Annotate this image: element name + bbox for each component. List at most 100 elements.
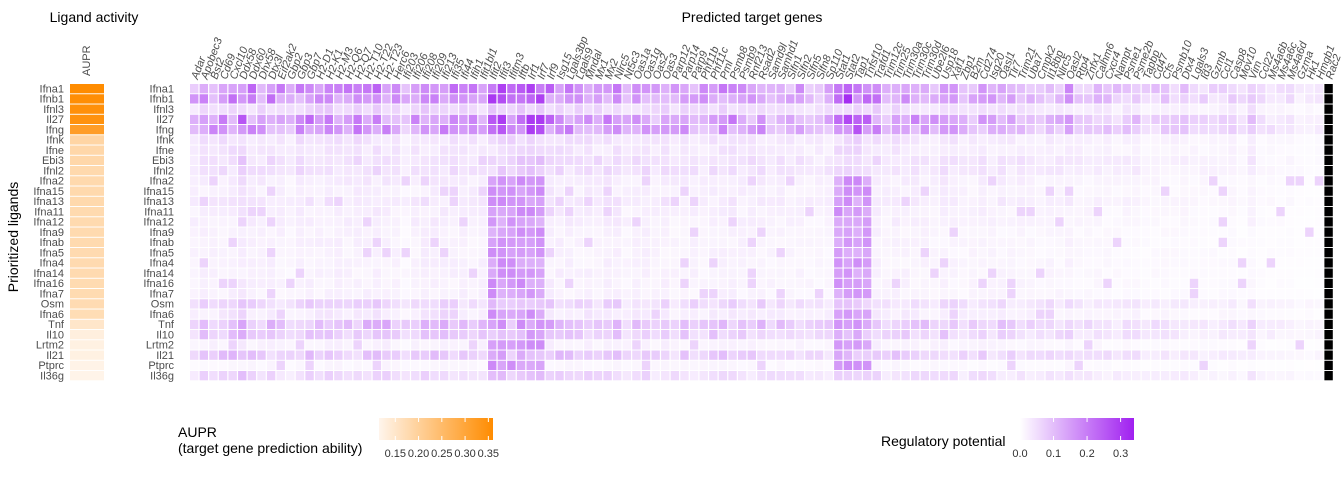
target-cell — [757, 309, 766, 319]
target-cell — [968, 145, 978, 155]
target-cell — [516, 217, 526, 227]
target-cell — [997, 114, 1006, 125]
target-cell — [1257, 278, 1266, 289]
target-cell — [247, 360, 257, 371]
target-cell — [1170, 84, 1179, 94]
target-cell — [1122, 371, 1131, 381]
target-cell — [363, 207, 372, 217]
target-cell — [1035, 371, 1045, 381]
target-cell — [834, 196, 843, 207]
target-cell — [1257, 371, 1266, 381]
target-cell — [497, 114, 507, 125]
target-cell — [593, 135, 603, 145]
target-cell — [1055, 94, 1064, 104]
target-cell — [651, 135, 660, 145]
target-cell — [1026, 217, 1035, 227]
target-cell — [872, 258, 881, 268]
target-cell — [814, 268, 824, 278]
target-cell — [1093, 145, 1103, 155]
target-cell — [747, 309, 756, 319]
target-cell — [757, 299, 766, 309]
target-cell — [930, 176, 939, 186]
aupr-ligand-label: Ifng — [46, 124, 64, 136]
target-cell — [776, 360, 785, 371]
target-cell — [593, 104, 603, 114]
target-cell — [1276, 207, 1285, 217]
target-cell — [516, 319, 526, 330]
target-cell — [516, 104, 526, 114]
target-cell — [1007, 319, 1016, 330]
target-cell — [449, 135, 458, 145]
target-cell — [391, 217, 401, 227]
target-cell — [574, 155, 583, 166]
target-cell — [795, 84, 805, 94]
regulatory-legend-ticks: 0.0 0.1 0.2 0.3 — [1012, 418, 1128, 460]
target-cell — [430, 330, 439, 340]
target-cell — [622, 299, 632, 309]
target-cell — [862, 125, 872, 135]
target-cell — [593, 278, 603, 289]
target-cell — [218, 155, 228, 166]
target-cell — [314, 237, 324, 248]
target-cell — [843, 125, 853, 135]
target-cell — [1122, 186, 1131, 196]
target-cell — [430, 237, 439, 248]
target-cell — [920, 371, 930, 381]
aupr-cell — [70, 145, 104, 155]
target-cell — [949, 84, 958, 94]
target-cell — [430, 145, 439, 155]
target-cell — [1016, 268, 1026, 278]
target-cell — [843, 196, 853, 207]
aupr-cell — [70, 186, 104, 196]
target-cell — [334, 237, 343, 248]
target-cell — [709, 289, 718, 299]
target-cell — [1160, 145, 1170, 155]
target-cell — [1112, 84, 1122, 94]
target-cell — [872, 84, 881, 94]
target-cell — [1064, 94, 1074, 104]
target-cell — [1218, 196, 1228, 207]
target-cell — [603, 196, 612, 207]
aupr-cell — [70, 104, 104, 114]
target-cell — [1305, 237, 1314, 248]
target-cell — [507, 350, 516, 360]
target-cell — [968, 176, 978, 186]
target-cell — [574, 176, 583, 186]
target-cell — [997, 299, 1006, 309]
target-cell — [757, 84, 766, 94]
target-cell — [238, 176, 247, 186]
aupr-ligand-label: Ifna13 — [33, 196, 64, 208]
target-cell — [1199, 289, 1208, 299]
target-cell — [1180, 227, 1189, 237]
target-cell — [228, 309, 237, 319]
aupr-ligand-label: Tnf — [48, 319, 65, 331]
target-cell — [641, 360, 651, 371]
target-cell — [1199, 371, 1208, 381]
target-cell — [488, 237, 497, 248]
target-cell — [651, 278, 660, 289]
target-cell — [747, 104, 756, 114]
target-cell — [1189, 227, 1199, 237]
target-cell — [343, 268, 353, 278]
target-cell — [1199, 299, 1208, 309]
target-cell — [939, 319, 949, 330]
target-cell — [997, 350, 1006, 360]
target-cell — [555, 217, 564, 227]
target-cell — [507, 289, 516, 299]
target-cell — [834, 350, 843, 360]
target-cell — [997, 135, 1006, 145]
target-cell — [1160, 176, 1170, 186]
target-cell — [1257, 114, 1266, 125]
target-cell — [468, 371, 478, 381]
target-cell — [564, 268, 574, 278]
target-cell — [266, 186, 276, 196]
target-cell — [987, 135, 997, 145]
target-cell — [584, 350, 593, 360]
target-cell — [689, 94, 699, 104]
target-cell — [920, 330, 930, 340]
target-cell — [266, 289, 276, 299]
target-cell — [334, 196, 343, 207]
target-cell — [670, 196, 680, 207]
target-cell — [1218, 258, 1228, 268]
target-cell — [709, 319, 718, 330]
